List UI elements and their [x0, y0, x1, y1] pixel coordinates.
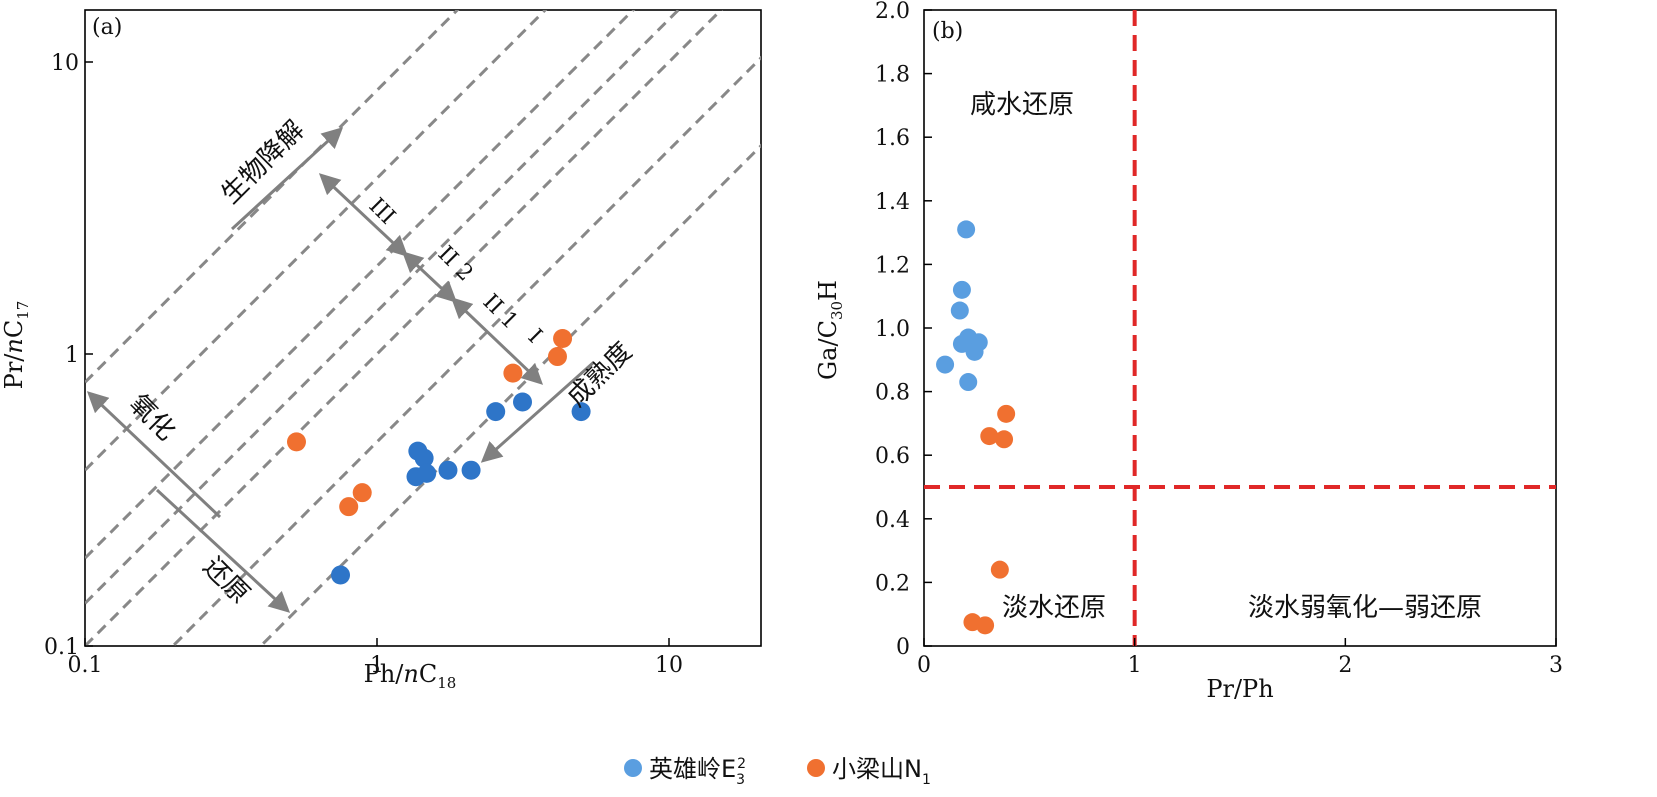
data-point	[331, 565, 351, 585]
annotation-arrow	[86, 391, 222, 519]
y-tick-label: 1	[65, 343, 79, 368]
x-tick-label: 10	[655, 653, 683, 678]
data-point	[990, 560, 1009, 579]
panel-b: 0 1 2 300.20.40.60.81.01.21.41.61.82.0 (b) …	[814, 0, 1563, 703]
diagonal-guide-line	[85, 10, 460, 384]
y-tick-label: 0.8	[875, 381, 910, 406]
panel-a-diagonal-guides	[85, 10, 761, 646]
data-point	[461, 460, 481, 480]
panel-b-label: (b)	[932, 19, 963, 44]
data-point	[936, 355, 955, 374]
legend-marker-yingxiongling	[624, 759, 642, 777]
x-tick-label: 1	[1128, 653, 1142, 678]
x-tick-label: 3	[1549, 653, 1563, 678]
annotation-reduction: 还原	[197, 552, 255, 610]
annotation-arrow	[480, 360, 595, 463]
data-point	[952, 280, 971, 299]
y-tick-label: 1.4	[875, 190, 910, 215]
data-point	[438, 460, 458, 480]
panel-b-reference-lines	[924, 10, 1556, 646]
y-tick-label: 10	[51, 51, 79, 76]
data-point	[352, 483, 372, 503]
data-point	[414, 448, 434, 468]
annotation-arrow	[230, 127, 344, 231]
data-point	[950, 301, 969, 320]
x-tick-label: 0	[917, 653, 931, 678]
region-fresh-reducing: 淡水还原	[1002, 593, 1106, 623]
data-point	[995, 430, 1014, 449]
data-point	[547, 347, 567, 367]
panel-a-plot-frame	[84, 9, 762, 647]
data-point	[339, 497, 359, 517]
zone-label-I: I	[523, 325, 547, 349]
region-saline-reducing: 咸水还原	[970, 90, 1074, 120]
data-point	[571, 402, 591, 422]
annotation-degradation: 生物降解	[216, 115, 311, 210]
y-tick-label: 1.8	[875, 63, 910, 88]
panel-a-points	[286, 329, 591, 585]
data-point	[965, 342, 984, 361]
data-point	[486, 402, 506, 422]
panel-a-y-axis-label: Pr/nC17	[0, 301, 32, 390]
panel-a-ticks: 0.1 1 10 0.1 1 10	[44, 51, 683, 678]
panel-a-x-axis-label: Ph/nC18	[364, 660, 457, 692]
x-tick-label: 2	[1338, 653, 1352, 678]
legend-label-xiaoliangshan: 小梁山N1	[832, 755, 931, 788]
panel-a-label: (a)	[92, 15, 122, 40]
panel-b-points	[936, 220, 1016, 635]
data-point	[553, 329, 573, 349]
data-point	[997, 404, 1016, 423]
diagonal-guide-line	[85, 10, 724, 646]
y-tick-label: 0.2	[875, 571, 910, 596]
diagonal-guide-line	[170, 55, 761, 646]
region-fresh-weak-oxidation: 淡水弱氧化—弱还原	[1248, 593, 1482, 623]
data-point	[503, 363, 523, 383]
y-tick-label: 0.1	[44, 635, 79, 660]
annotation-arrow	[401, 251, 458, 303]
data-point	[976, 616, 995, 635]
data-point	[980, 427, 999, 446]
legend-marker-xiaoliangshan	[807, 759, 825, 777]
panel-a-arrows	[86, 127, 595, 613]
annotation-maturity: 成熟度	[562, 337, 638, 413]
annotation-oxidation: 氧化	[123, 389, 181, 447]
x-tick-label: 1	[370, 653, 384, 678]
legend: 英雄岭E32 小梁山N1	[624, 755, 931, 788]
legend-label-yingxiongling: 英雄岭E32	[649, 755, 746, 788]
panel-b-x-axis-label: Pr/Ph	[1206, 675, 1273, 703]
data-point	[417, 463, 437, 483]
panel-b-y-axis-label: Ga/C30H	[814, 280, 846, 380]
annotation-arrow	[318, 173, 409, 257]
zone-label-III: III	[364, 194, 400, 230]
annotation-arrow	[155, 488, 291, 613]
y-tick-label: 0.6	[875, 444, 910, 469]
y-tick-label: 2.0	[875, 0, 910, 24]
data-point	[286, 432, 306, 452]
y-tick-label: 0.4	[875, 508, 910, 533]
y-tick-label: 1.0	[875, 317, 910, 342]
data-point	[957, 220, 976, 239]
diagonal-guide-line	[258, 143, 761, 646]
x-tick-label: 0.1	[68, 653, 103, 678]
diagonal-guide-line	[85, 10, 681, 605]
y-tick-label: 1.6	[875, 126, 910, 151]
y-tick-label: 1.2	[875, 253, 910, 278]
data-point	[513, 392, 533, 412]
diagonal-guide-line	[85, 10, 548, 472]
y-tick-label: 0	[896, 635, 910, 660]
panel-a: 0.1 1 10 0.1 1 10 (a) 生物降解 氧化 还原 成熟度 III II 2…	[0, 9, 762, 692]
annotation-arrow	[450, 297, 544, 385]
panel-b-ticks: 0 1 2 3 0 0.2 0.4 0.6 0.8 1.0 1.2 1.4 1.6 1.8 2.0	[875, 0, 1563, 678]
zone-label-II2: II 2	[433, 242, 478, 287]
data-point	[959, 373, 978, 392]
